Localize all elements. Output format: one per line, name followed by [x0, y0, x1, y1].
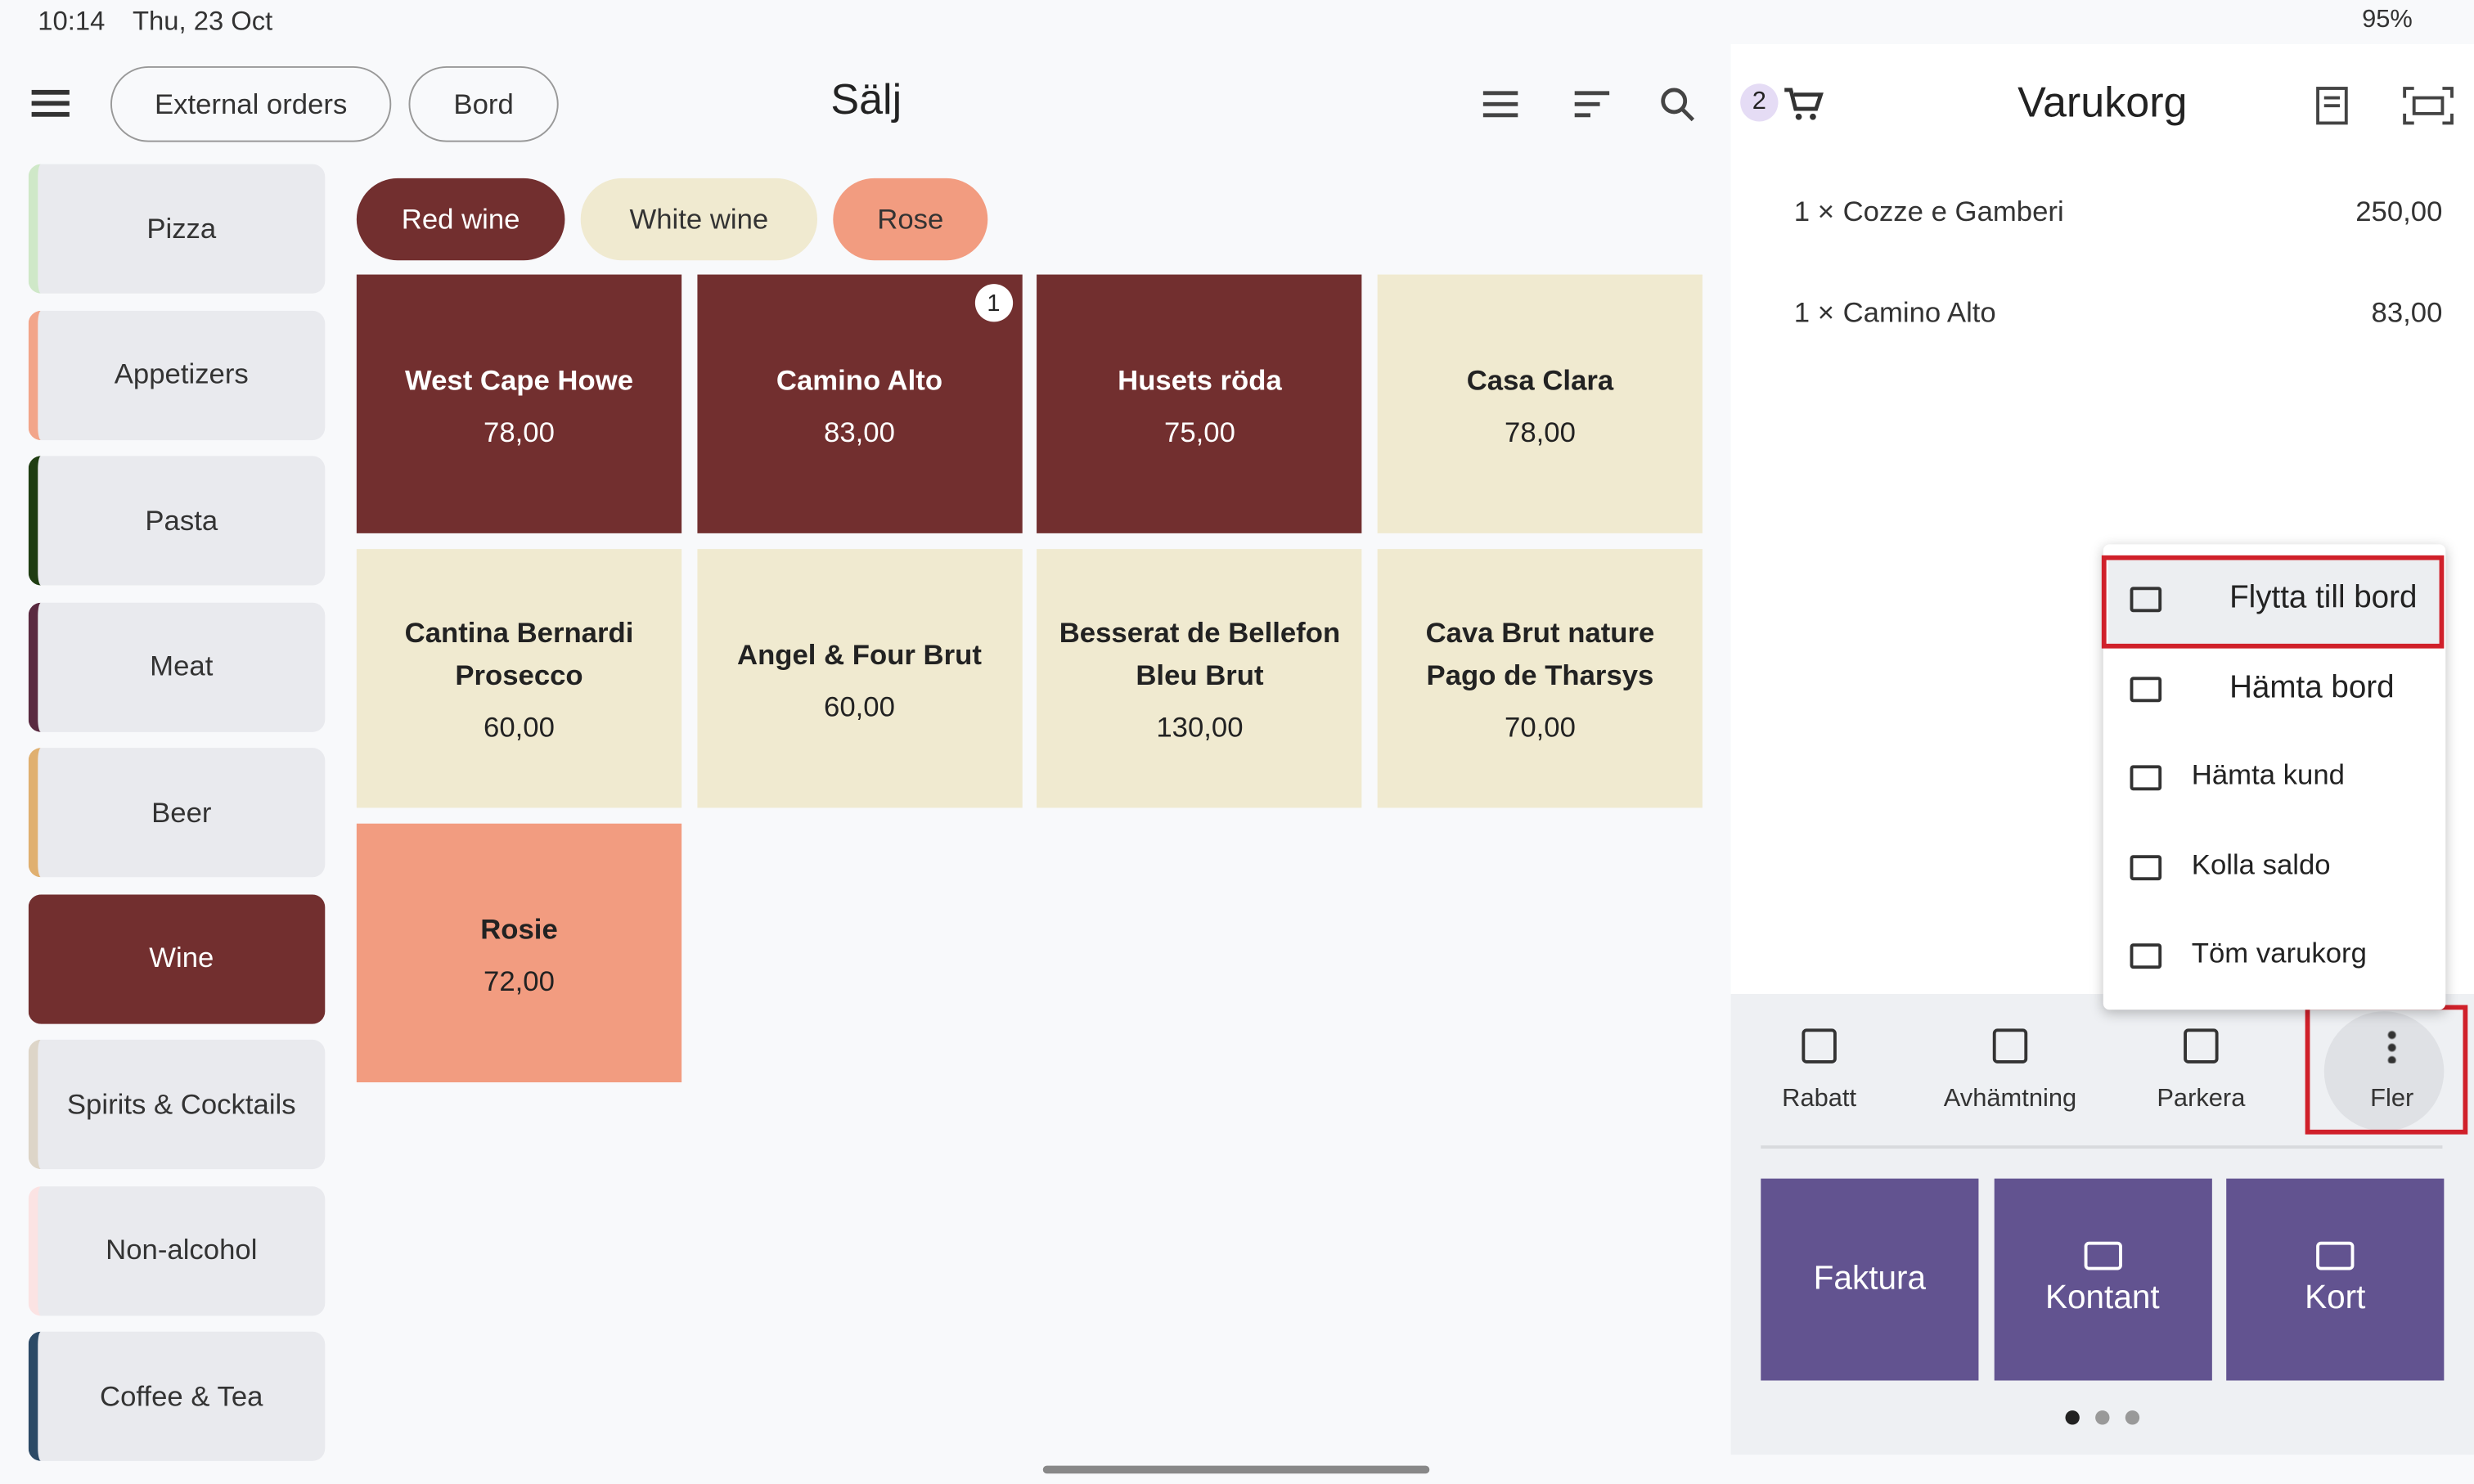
- toolbar-button[interactable]: Bord: [408, 65, 559, 142]
- category-button[interactable]: Wine: [28, 893, 326, 1023]
- product-tile[interactable]: Camino Alto 83,00 1: [696, 274, 1023, 533]
- action-label[interactable]: Avhämtning: [1943, 1085, 2077, 1113]
- product-tile[interactable]: Cantina Bernardi Prosecco 60,00: [356, 549, 682, 808]
- cart-item-qty: 1 ×: [1793, 296, 1835, 329]
- category-button[interactable]: Coffee & Tea: [28, 1331, 326, 1461]
- product-price: 78,00: [484, 416, 555, 447]
- category-button[interactable]: Spirits & Cocktails: [28, 1039, 326, 1170]
- battery: 95%: [2362, 6, 2413, 34]
- home-bar: [1042, 1465, 1430, 1474]
- action-label[interactable]: Parkera: [2157, 1085, 2246, 1113]
- subcategory-chip[interactable]: White wine: [580, 178, 817, 261]
- menu-icon: [2130, 676, 2162, 702]
- payment-button[interactable]: Faktura: [1761, 1178, 1979, 1381]
- cart-item-name: Cozze e Gamberi: [1842, 196, 2064, 227]
- product-badge: 1: [974, 284, 1013, 322]
- product-tile[interactable]: West Cape Howe 78,00: [356, 274, 682, 533]
- payment-icon: [2083, 1241, 2121, 1270]
- product-price: 60,00: [484, 711, 555, 744]
- toolbar-icons[interactable]: [1480, 85, 1716, 126]
- menu-item[interactable]: Hämta bord: [2229, 669, 2395, 705]
- cart-item-price: 83,00: [2371, 296, 2443, 329]
- subcategory-chip[interactable]: Rose: [833, 178, 988, 261]
- product-price: 78,00: [1505, 416, 1576, 447]
- payment-icon: [2316, 1241, 2355, 1270]
- subcategory-chip[interactable]: Red wine: [356, 178, 565, 261]
- product-price: 75,00: [1164, 416, 1235, 447]
- product-price: 60,00: [824, 690, 895, 722]
- product-price: 72,00: [484, 965, 555, 996]
- product-name: Casa Clara: [1466, 363, 1614, 396]
- status-date: Thu, 23 Oct: [132, 6, 273, 37]
- product-price: 70,00: [1505, 711, 1576, 744]
- product-tile[interactable]: Cava Brut nature Pago de Tharsys 70,00: [1377, 549, 1703, 808]
- cart-title: Varukorg: [2017, 79, 2188, 127]
- category-button[interactable]: Pasta: [28, 456, 326, 586]
- menu-item[interactable]: Kolla saldo: [2191, 848, 2331, 880]
- product-price: 83,00: [824, 416, 895, 447]
- action-icon: [1992, 1028, 2028, 1064]
- menu-icon: [2130, 765, 2162, 791]
- product-name: Husets röda: [1118, 363, 1282, 396]
- action-icon: [1802, 1028, 1837, 1064]
- payment-button[interactable]: Kort: [2226, 1178, 2445, 1381]
- product-tile[interactable]: Rosie 72,00: [356, 823, 682, 1082]
- product-price: 130,00: [1156, 711, 1244, 744]
- product-tile[interactable]: Besserat de Bellefon Bleu Brut 130,00: [1037, 549, 1363, 808]
- payment-label: Kontant: [2044, 1279, 2160, 1316]
- category-button[interactable]: Meat: [28, 601, 326, 731]
- menu-item[interactable]: Flytta till bord: [2229, 580, 2418, 616]
- action-label[interactable]: Fler: [2370, 1085, 2414, 1113]
- product-name: Camino Alto: [776, 363, 943, 396]
- action-label[interactable]: Rabatt: [1782, 1085, 1857, 1113]
- product-tile[interactable]: Angel & Four Brut 60,00: [696, 549, 1023, 808]
- cart-icons[interactable]: [2313, 83, 2455, 128]
- divider: [1761, 1145, 2443, 1149]
- toolbar-button[interactable]: External orders: [110, 65, 392, 142]
- page-dot: [2125, 1410, 2140, 1425]
- payment-label: Kort: [2305, 1279, 2366, 1316]
- highlight-box: [2101, 555, 2445, 649]
- cart-icon: [1784, 88, 1824, 120]
- menu-icon[interactable]: [31, 87, 73, 121]
- product-name: Rosie: [480, 912, 558, 945]
- status-time: 10:14: [38, 6, 106, 37]
- category-button[interactable]: Beer: [28, 748, 326, 878]
- payment-button[interactable]: Kontant: [1993, 1178, 2211, 1381]
- menu-item[interactable]: Töm varukorg: [2191, 937, 2367, 969]
- cart-count: 2: [1740, 83, 1779, 122]
- highlight-box: [2305, 1005, 2468, 1135]
- category-button[interactable]: Appetizers: [28, 309, 326, 440]
- product-name: Besserat de Bellefon Bleu Brut: [1059, 617, 1341, 691]
- menu-icon: [2130, 854, 2162, 880]
- product-tile[interactable]: Casa Clara 78,00: [1377, 274, 1703, 533]
- page-dot: [2095, 1410, 2110, 1425]
- menu-icon: [2130, 943, 2162, 969]
- product-name: Cava Brut nature Pago de Tharsys: [1425, 617, 1655, 691]
- product-name: Cantina Bernardi Prosecco: [404, 617, 634, 691]
- product-tile[interactable]: Husets röda 75,00: [1037, 274, 1363, 533]
- cart-item-name: Camino Alto: [1842, 296, 1996, 329]
- menu-item[interactable]: Hämta kund: [2191, 758, 2345, 791]
- page-dot: [2065, 1410, 2080, 1425]
- action-icon: [2374, 1028, 2409, 1064]
- category-button[interactable]: Pizza: [28, 164, 326, 294]
- payment-label: Faktura: [1813, 1260, 1927, 1297]
- cart-item-qty: 1 ×: [1793, 196, 1835, 227]
- menu-selected: [2107, 560, 2440, 644]
- page-title: Sälj: [830, 75, 902, 124]
- cart-item-price: 250,00: [2355, 196, 2443, 227]
- product-name: Angel & Four Brut: [737, 638, 982, 670]
- product-name: West Cape Howe: [404, 363, 634, 396]
- menu-icon: [2130, 587, 2162, 613]
- category-button[interactable]: Non-alcohol: [28, 1185, 326, 1315]
- action-icon: [2184, 1028, 2219, 1064]
